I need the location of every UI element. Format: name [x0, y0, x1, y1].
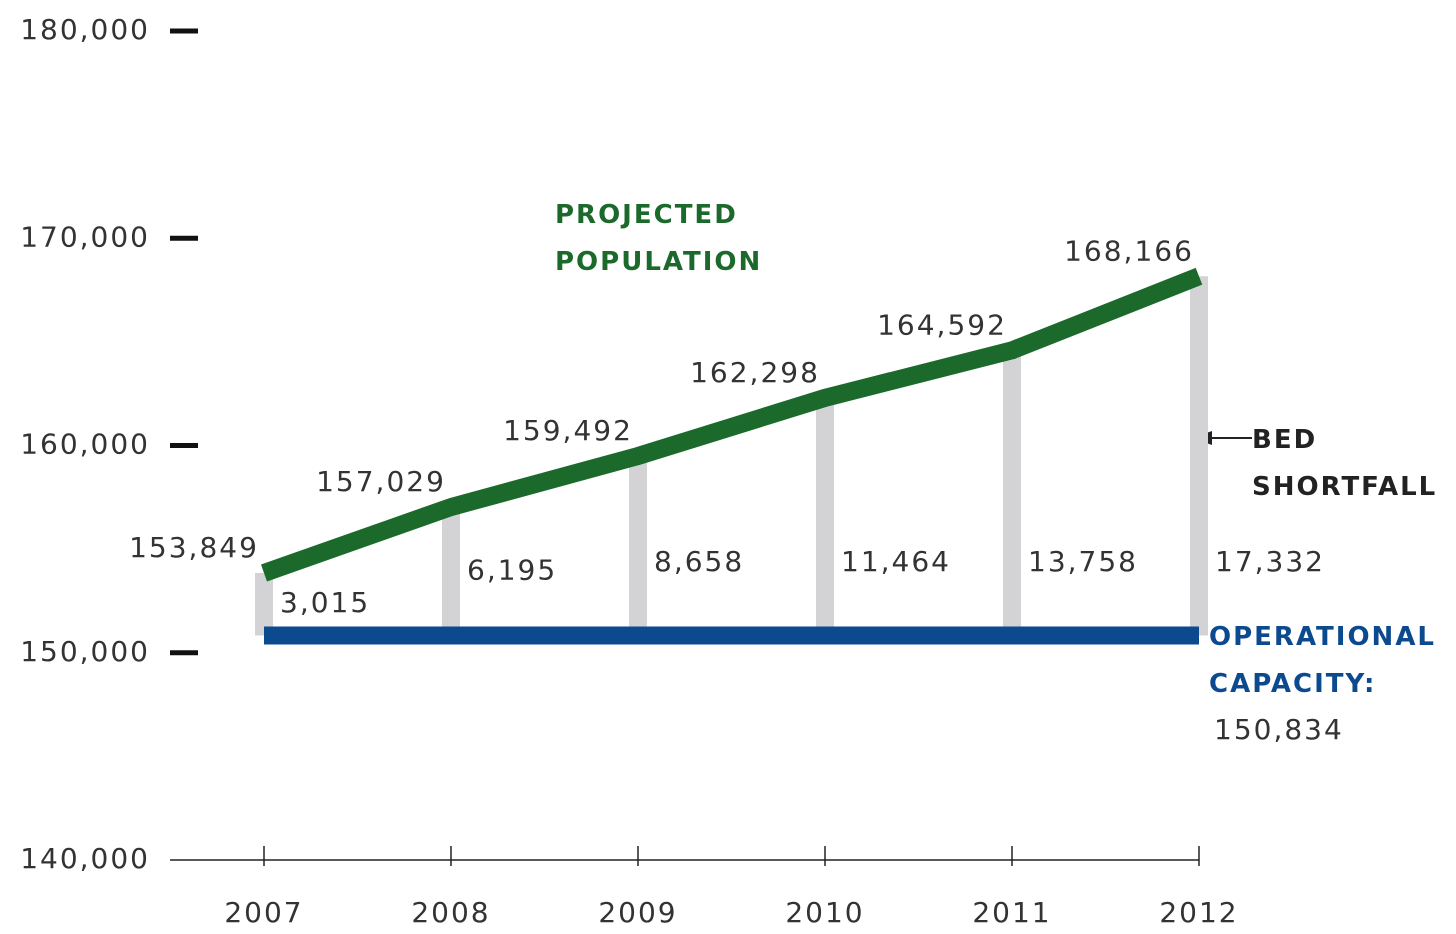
population-value-label: 164,592: [877, 308, 1007, 341]
x-tick-label: 2011: [972, 896, 1051, 929]
shortfall-label: 13,758: [1028, 545, 1138, 578]
shortfall-bar: [255, 572, 273, 636]
shortfall-bar: [1190, 276, 1208, 636]
population-value-label: 162,298: [690, 356, 820, 389]
shortfall-label: 3,015: [280, 586, 370, 619]
capacity-value-label: 150,834: [1214, 713, 1344, 746]
x-tick-label: 2012: [1159, 896, 1238, 929]
shortfall-label: 11,464: [841, 545, 951, 578]
population-value-label: 157,029: [316, 465, 446, 498]
x-tick-label: 2007: [224, 896, 303, 929]
x-tick-label: 2008: [411, 896, 490, 929]
shortfall-label: 6,195: [467, 553, 557, 586]
y-tick-label: 140,000: [20, 842, 150, 875]
population-line: [261, 267, 1203, 582]
population-value-label: 153,849: [129, 531, 259, 564]
shortfall-bar: [442, 507, 460, 636]
y-tick-label: 160,000: [20, 428, 150, 461]
x-tick-label: 2009: [598, 896, 677, 929]
shortfall-label: BED SHORTFALL: [1252, 425, 1438, 502]
population-value-label: 159,492: [503, 414, 633, 447]
population-label: PROJECTED POPULATION: [555, 200, 763, 277]
population-value-label: 168,166: [1064, 234, 1194, 267]
y-tick-label: 180,000: [20, 13, 150, 46]
shortfall-bar: [629, 456, 647, 636]
shortfall-label: 17,332: [1215, 545, 1325, 578]
shortfall-bar: [1003, 350, 1021, 636]
x-tick-label: 2010: [785, 896, 864, 929]
shortfall-bar: [816, 397, 834, 636]
y-tick-label: 170,000: [20, 220, 150, 253]
shortfall-label: 8,658: [654, 545, 744, 578]
capacity-label: OPERATIONAL CAPACITY:: [1209, 622, 1437, 699]
y-tick-label: 150,000: [20, 635, 150, 668]
